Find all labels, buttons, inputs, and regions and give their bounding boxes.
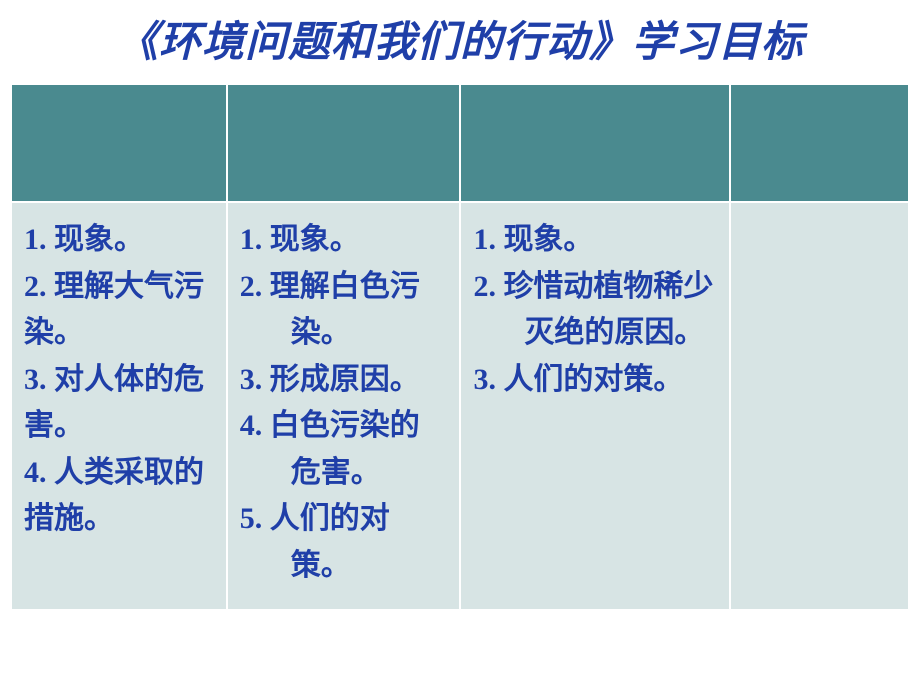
header-cell-2 bbox=[227, 84, 461, 202]
header-cell-4 bbox=[730, 84, 909, 202]
list-item: 2. 珍惜动植物稀少灭绝的原因。 bbox=[473, 264, 719, 357]
list-item: 2. 理解大气污染。 bbox=[24, 264, 216, 357]
header-cell-1 bbox=[11, 84, 227, 202]
page-title: 《环境问题和我们的行动》学习目标 bbox=[0, 0, 920, 83]
list-item: 1. 现象。 bbox=[24, 217, 216, 264]
body-cell-1: 1. 现象。 2. 理解大气污染。 3. 对人体的危害。 4. 人类采取的措施。 bbox=[11, 202, 227, 610]
objectives-table-wrap: 1. 现象。 2. 理解大气污染。 3. 对人体的危害。 4. 人类采取的措施。… bbox=[0, 83, 920, 611]
list-item: 3. 对人体的危害。 bbox=[24, 357, 216, 450]
body-cell-3: 1. 现象。 2. 珍惜动植物稀少灭绝的原因。 3. 人们的对策。 bbox=[460, 202, 730, 610]
list-col3: 1. 现象。 2. 珍惜动植物稀少灭绝的原因。 3. 人们的对策。 bbox=[473, 217, 719, 403]
list-item: 4. 白色污染的危害。 bbox=[240, 403, 450, 496]
body-cell-4 bbox=[730, 202, 909, 610]
table-body-row: 1. 现象。 2. 理解大气污染。 3. 对人体的危害。 4. 人类采取的措施。… bbox=[11, 202, 909, 610]
list-item: 3. 人们的对策。 bbox=[473, 357, 719, 404]
list-item: 3. 形成原因。 bbox=[240, 357, 450, 404]
objectives-table: 1. 现象。 2. 理解大气污染。 3. 对人体的危害。 4. 人类采取的措施。… bbox=[10, 83, 910, 611]
list-col1: 1. 现象。 2. 理解大气污染。 3. 对人体的危害。 4. 人类采取的措施。 bbox=[24, 217, 216, 543]
list-item: 4. 人类采取的措施。 bbox=[24, 450, 216, 543]
table-header-row bbox=[11, 84, 909, 202]
list-item: 5. 人们的对策。 bbox=[240, 496, 450, 589]
header-cell-3 bbox=[460, 84, 730, 202]
list-item: 2. 理解白色污染。 bbox=[240, 264, 450, 357]
list-item: 1. 现象。 bbox=[240, 217, 450, 264]
list-item: 1. 现象。 bbox=[473, 217, 719, 264]
list-col2: 1. 现象。 2. 理解白色污染。 3. 形成原因。 4. 白色污染的危害。 5… bbox=[240, 217, 450, 589]
body-cell-2: 1. 现象。 2. 理解白色污染。 3. 形成原因。 4. 白色污染的危害。 5… bbox=[227, 202, 461, 610]
